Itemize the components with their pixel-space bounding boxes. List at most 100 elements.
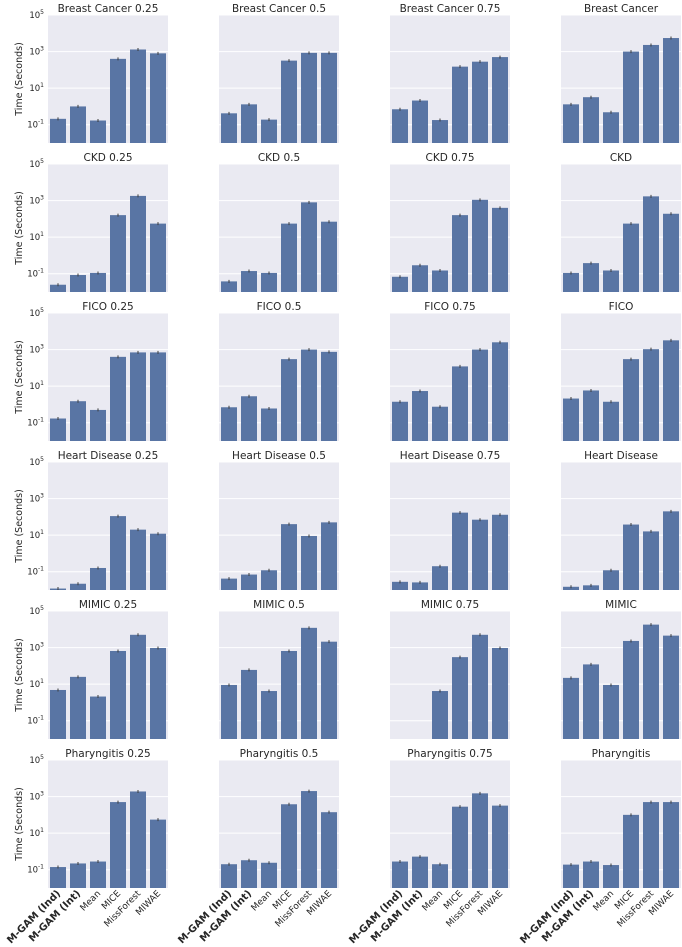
- bar-3: [281, 650, 297, 739]
- y-axis-label: Time (Seconds): [14, 489, 25, 564]
- panel-11: FICO: [561, 301, 681, 441]
- y-tick-label-2: 103: [29, 344, 44, 356]
- bar-5: [321, 812, 337, 888]
- panel-20: Pharyngitis 0.25 10-1 101 103 105 Time (Secon…: [5, 748, 168, 946]
- bar-1: [583, 390, 599, 441]
- bar-1: [70, 583, 86, 590]
- panel-19: MIMIC: [561, 599, 681, 739]
- y-tick-label-3: 105: [29, 605, 44, 617]
- y-tick-label-0: 10-1: [27, 119, 44, 131]
- panel-title: CKD: [610, 152, 632, 164]
- panel-title: MIMIC 0.5: [253, 599, 305, 611]
- panel-0: Breast Cancer 0.25 10-1 101 103 105 Time (Sec…: [14, 3, 168, 143]
- bar-2: [603, 112, 619, 143]
- bar-5: [150, 533, 166, 590]
- bar-2: [603, 570, 619, 590]
- plot-background: [561, 760, 681, 888]
- bar-1: [70, 106, 86, 143]
- bar-5: [492, 647, 508, 739]
- bar-3: [452, 512, 468, 590]
- panel-13: Heart Disease 0.5: [219, 450, 339, 590]
- plot-background: [48, 611, 168, 739]
- panel-4: CKD 0.25 10-1 101 103 105 Time (Seconds): [14, 152, 168, 292]
- bar-4: [130, 529, 146, 590]
- bar-5: [150, 352, 166, 441]
- bar-0: [221, 281, 237, 292]
- y-tick-label-3: 105: [29, 754, 44, 766]
- bar-5: [492, 514, 508, 590]
- bar-4: [130, 195, 146, 292]
- bar-1: [583, 585, 599, 590]
- bar-4: [301, 535, 317, 590]
- bar-1: [241, 396, 257, 441]
- bar-4: [643, 624, 659, 739]
- bar-0: [50, 284, 66, 292]
- panel-21: Pharyngitis 0.5M-GAM (Ind)M-GAM (Int)Mea…: [176, 748, 339, 946]
- panel-title: Heart Disease 0.5: [232, 450, 326, 462]
- bar-5: [663, 635, 679, 739]
- bar-4: [301, 791, 317, 888]
- bar-3: [452, 806, 468, 888]
- bar-1: [412, 856, 428, 888]
- bar-5: [150, 647, 166, 739]
- bar-2: [90, 272, 106, 292]
- bar-1: [241, 860, 257, 888]
- bar-1: [70, 676, 86, 739]
- y-tick-label-2: 103: [29, 642, 44, 654]
- y-tick-label-2: 103: [29, 46, 44, 58]
- bar-3: [281, 359, 297, 441]
- panel-title: FICO: [609, 301, 634, 313]
- bar-1: [583, 263, 599, 292]
- bar-1: [241, 271, 257, 292]
- bar-1: [583, 861, 599, 888]
- panel-10: FICO 0.75: [390, 301, 510, 441]
- plot-background: [219, 313, 339, 441]
- bar-3: [452, 66, 468, 143]
- panel-5: CKD 0.5: [219, 152, 339, 292]
- bar-0: [392, 109, 408, 143]
- y-tick-label-2: 103: [29, 493, 44, 505]
- panel-title: Heart Disease: [584, 450, 658, 462]
- plot-background: [219, 15, 339, 143]
- panel-9: FICO 0.5: [219, 301, 339, 441]
- plot-background: [48, 164, 168, 292]
- panel-title: Heart Disease 0.25: [58, 450, 159, 462]
- panel-title: MIMIC 0.25: [79, 599, 137, 611]
- bar-2: [261, 570, 277, 590]
- bar-2: [603, 865, 619, 888]
- bar-2: [90, 567, 106, 590]
- bar-4: [301, 349, 317, 441]
- y-tick-label-3: 105: [29, 456, 44, 468]
- panel-title: Breast Cancer 0.25: [58, 3, 159, 15]
- panel-title: Pharyngitis: [592, 748, 651, 760]
- bar-2: [432, 120, 448, 143]
- bar-0: [563, 398, 579, 441]
- bar-5: [321, 351, 337, 441]
- panel-title: Pharyngitis 0.75: [407, 748, 492, 760]
- bar-1: [70, 863, 86, 888]
- panel-22: Pharyngitis 0.75M-GAM (Ind)M-GAM (Int)Me…: [347, 748, 510, 946]
- bar-4: [643, 802, 659, 888]
- bar-2: [261, 119, 277, 143]
- bar-4: [643, 196, 659, 292]
- panel-title: Breast Cancer: [584, 3, 659, 15]
- y-tick-label-1: 101: [29, 827, 44, 839]
- panel-1: Breast Cancer 0.5: [219, 3, 339, 143]
- plot-background: [219, 164, 339, 292]
- bar-5: [663, 802, 679, 888]
- plot-background: [219, 611, 339, 739]
- bar-0: [392, 401, 408, 441]
- plot-background: [561, 611, 681, 739]
- bar-0: [563, 677, 579, 739]
- panel-title: CKD 0.25: [83, 152, 132, 164]
- bar-0: [392, 581, 408, 590]
- y-tick-label-3: 105: [29, 307, 44, 319]
- bar-0: [50, 689, 66, 739]
- bar-5: [663, 38, 679, 143]
- bar-0: [221, 113, 237, 143]
- plot-background: [390, 15, 510, 143]
- x-tick-label-2: Mean: [421, 889, 445, 913]
- bar-1: [583, 97, 599, 143]
- bar-5: [150, 223, 166, 292]
